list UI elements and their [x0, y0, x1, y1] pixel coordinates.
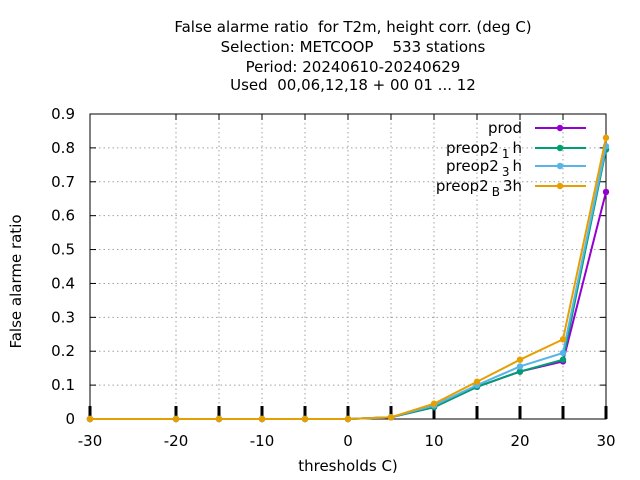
data-point — [344, 415, 352, 423]
data-point — [387, 414, 395, 421]
title-line-1: False alarme ratio for T2m, height corr.… — [174, 18, 532, 36]
legend-label-subscript: 1 — [502, 147, 510, 161]
title-line-3: Period: 20240610-20240629 — [245, 58, 461, 76]
legend-item: preop2 1 h — [446, 139, 586, 161]
x-tick-label: -20 — [164, 432, 189, 450]
series-line — [90, 137, 607, 420]
x-tick-label: 10 — [424, 432, 443, 450]
data-point — [430, 400, 438, 407]
legend-label-tail: h — [512, 157, 522, 175]
legend-item: preop2 3 h — [446, 157, 586, 179]
series-group — [86, 134, 610, 423]
x-tick-label: 20 — [510, 432, 529, 450]
legend-swatch-marker — [556, 124, 564, 132]
data-point — [602, 188, 610, 196]
legend-label-main: prod — [488, 119, 522, 137]
legend-label-tail: 3h — [503, 177, 522, 195]
data-point — [559, 349, 567, 357]
legend-label-main: preop2 — [446, 157, 499, 175]
y-tick-label: 0.4 — [51, 274, 75, 292]
x-tick-label: 0 — [343, 432, 353, 450]
title-line-4: Used 00,06,12,18 + 00 01 ... 12 — [230, 76, 476, 94]
legend-label-subscript: 3 — [502, 165, 510, 179]
data-point — [301, 415, 309, 423]
y-tick-label: 0.2 — [51, 342, 75, 360]
y-tick-label: 0.8 — [51, 139, 75, 157]
y-tick-label: 0.3 — [51, 308, 75, 326]
grid — [90, 114, 606, 419]
legend-label-subscript: B — [492, 185, 500, 199]
legend-item: prod — [488, 119, 586, 137]
legend-label: preop2 3 h — [446, 157, 522, 179]
data-point — [559, 356, 567, 363]
y-tick-label: 0.7 — [51, 173, 75, 191]
data-point — [602, 134, 610, 141]
data-point — [473, 378, 481, 385]
axis-ticks: -30 -20 -10 0 10 20 30 0 0.1 0.2 0.3 0.4 0.5 0.6 0.7 0.… — [51, 105, 615, 450]
legend-label-main: preop2 — [436, 177, 489, 195]
data-point — [559, 336, 567, 343]
data-point — [172, 415, 180, 423]
y-tick-label: 0 — [65, 410, 75, 428]
x-tick-label: -10 — [250, 432, 275, 450]
y-tick-label: 0.9 — [51, 105, 75, 123]
series-0 — [86, 188, 610, 423]
legend-swatch-marker — [556, 182, 564, 190]
x-tick-label: 30 — [596, 432, 615, 450]
y-axis-label: False alarme ratio — [7, 214, 25, 348]
legend-swatch-marker — [556, 162, 564, 170]
y-tick-label: 0.5 — [51, 241, 75, 259]
series-line — [90, 149, 607, 420]
legend-item: preop2 B 3h — [436, 177, 586, 199]
y-tick-label: 0.1 — [51, 376, 75, 394]
legend-swatch-marker — [556, 144, 564, 152]
data-point — [86, 415, 94, 423]
x-tick-label: -30 — [78, 432, 103, 450]
data-point — [516, 368, 524, 375]
legend-label: prod — [488, 119, 522, 137]
legend-label: preop2 B 3h — [436, 177, 522, 199]
data-point — [516, 356, 524, 363]
x-axis-label: thresholds C) — [298, 457, 398, 475]
legend-label: preop2 1 h — [446, 139, 522, 161]
y-tick-label: 0.6 — [51, 207, 75, 225]
series-3 — [86, 134, 610, 423]
title-line-2: Selection: METCOOP 533 stations — [220, 38, 486, 56]
data-point — [215, 415, 223, 423]
legend-label-tail: h — [512, 139, 522, 157]
data-point — [258, 415, 266, 423]
data-point — [516, 363, 524, 370]
legend-label-main: preop2 — [446, 139, 499, 157]
